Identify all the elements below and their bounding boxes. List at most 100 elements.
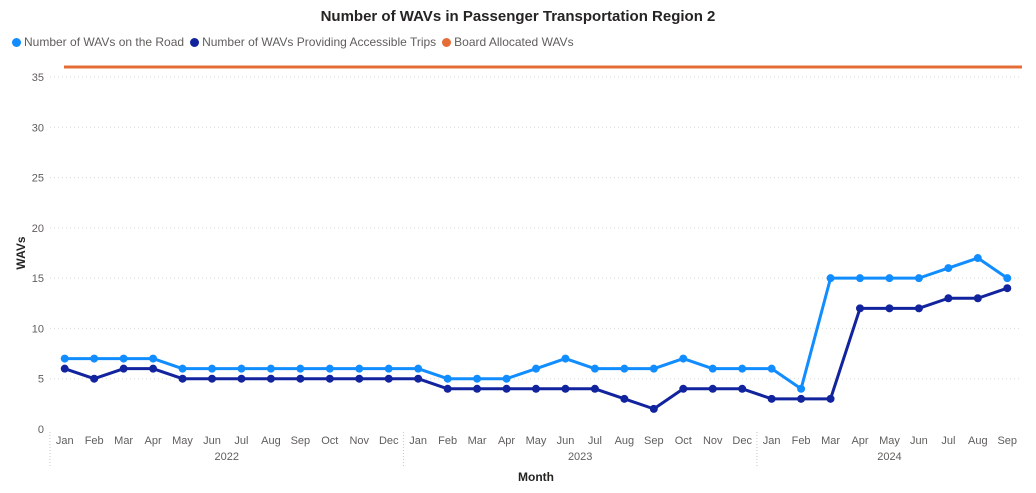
data-point-s1-31 [973, 294, 982, 303]
x-tick-label-4: May [172, 435, 193, 447]
x-axis-title: Month [518, 470, 554, 484]
data-point-s1-29 [914, 304, 923, 313]
data-point-s0-29 [914, 274, 923, 283]
data-point-s1-19 [620, 394, 629, 403]
data-point-s1-3 [149, 364, 158, 373]
legend-item-wavs-on-road[interactable]: Number of WAVs on the Road [12, 35, 184, 49]
year-label-2023: 2023 [568, 451, 592, 463]
legend-marker-board-allocated [442, 37, 452, 47]
data-point-s0-2 [119, 354, 128, 363]
y-axis-title: WAVs [14, 236, 28, 269]
x-tick-label-29: Jun [910, 435, 928, 447]
data-point-s0-18 [590, 364, 599, 373]
data-point-s0-32 [1003, 274, 1012, 283]
x-tick-label-18: Jul [588, 435, 602, 447]
y-tick-label-35: 35 [32, 72, 44, 84]
data-point-s1-12 [414, 374, 423, 383]
data-point-s0-24 [767, 364, 776, 373]
data-point-s0-17 [561, 354, 570, 363]
data-point-s1-5 [208, 374, 216, 383]
chart-title: Number of WAVs in Passenger Transportati… [320, 8, 716, 25]
x-tick-label-14: Mar [468, 435, 487, 447]
x-tick-label-19: Aug [615, 435, 635, 447]
legend-item-board-allocated[interactable]: Board Allocated WAVs [442, 35, 574, 49]
legend-label-board-allocated: Board Allocated WAVs [454, 35, 574, 49]
data-point-s0-10 [355, 364, 364, 373]
data-point-s0-14 [473, 374, 482, 383]
x-tick-label-16: May [526, 435, 547, 447]
legend-label-wavs-on-road: Number of WAVs on the Road [24, 35, 185, 49]
data-point-s1-23 [738, 384, 747, 393]
x-tick-label-20: Sep [644, 435, 664, 447]
y-tick-label-15: 15 [32, 273, 44, 285]
year-label-2022: 2022 [214, 451, 238, 463]
data-point-s0-23 [738, 364, 747, 373]
data-point-s0-22 [708, 364, 717, 373]
x-tick-label-28: May [879, 435, 900, 447]
data-point-s0-27 [856, 274, 864, 283]
x-tick-label-15: Apr [498, 435, 515, 447]
x-tick-label-25: Feb [792, 435, 811, 447]
data-point-s0-28 [885, 274, 894, 283]
data-point-s1-2 [119, 364, 128, 373]
data-point-s0-25 [797, 384, 806, 393]
data-point-s1-32 [1003, 284, 1012, 293]
data-point-s0-21 [679, 354, 688, 363]
data-point-s0-6 [237, 364, 246, 373]
legend-marker-wavs-accessible-trips [190, 37, 200, 47]
x-tick-label-7: Aug [261, 435, 281, 447]
data-point-s1-9 [325, 374, 334, 383]
year-label-2024: 2024 [877, 451, 901, 463]
x-tick-label-21: Oct [675, 435, 692, 447]
x-tick-label-31: Aug [968, 435, 988, 447]
data-point-s1-15 [502, 384, 511, 393]
data-point-s1-26 [826, 394, 835, 403]
x-tick-label-8: Sep [291, 435, 311, 447]
legend-label-wavs-accessible-trips: Number of WAVs Providing Accessible Trip… [202, 35, 437, 49]
data-point-s1-20 [649, 404, 658, 413]
data-point-s0-16 [532, 364, 540, 373]
data-point-s1-13 [443, 384, 452, 393]
data-point-s0-9 [325, 364, 334, 373]
data-point-s1-10 [355, 374, 364, 383]
y-tick-label-25: 25 [32, 173, 44, 185]
x-tick-label-10: Nov [349, 435, 369, 447]
data-point-s0-0 [60, 354, 69, 363]
x-tick-label-6: Jul [234, 435, 248, 447]
legend-item-wavs-accessible-trips[interactable]: Number of WAVs Providing Accessible Trip… [190, 35, 436, 49]
data-point-s1-25 [797, 394, 806, 403]
data-point-s1-30 [944, 294, 953, 303]
data-point-s0-5 [208, 364, 216, 373]
x-tick-label-5: Jun [203, 435, 221, 447]
legend[interactable]: Number of WAVs on the Road Number of WAV… [12, 35, 580, 49]
data-point-s0-7 [266, 364, 275, 373]
x-tick-label-23: Dec [732, 435, 752, 447]
y-tick-label-10: 10 [32, 323, 44, 335]
y-tick-label-5: 5 [38, 374, 44, 386]
data-point-s0-11 [384, 364, 393, 373]
data-point-s1-7 [266, 374, 275, 383]
y-tick-label-30: 30 [32, 122, 44, 134]
data-point-s0-4 [178, 364, 187, 373]
data-point-s1-0 [60, 364, 69, 373]
data-point-s0-12 [414, 364, 423, 373]
x-tick-label-24: Jan [763, 435, 781, 447]
data-point-s1-16 [532, 384, 540, 393]
data-point-s0-15 [502, 374, 511, 383]
data-point-s0-30 [944, 264, 953, 273]
x-tick-label-32: Sep [997, 435, 1017, 447]
data-point-s1-6 [237, 374, 246, 383]
x-tick-label-27: Apr [851, 435, 868, 447]
data-point-s1-28 [885, 304, 894, 313]
x-tick-label-0: Jan [56, 435, 74, 447]
data-point-s1-8 [296, 374, 305, 383]
data-point-s1-27 [856, 304, 864, 313]
x-tick-label-9: Oct [321, 435, 338, 447]
x-tick-label-12: Jan [409, 435, 427, 447]
data-point-s1-21 [679, 384, 688, 393]
data-point-s1-17 [561, 384, 570, 393]
data-point-s0-13 [443, 374, 452, 383]
x-tick-label-22: Nov [703, 435, 723, 447]
x-tick-label-2: Mar [114, 435, 133, 447]
x-tick-label-17: Jun [557, 435, 575, 447]
